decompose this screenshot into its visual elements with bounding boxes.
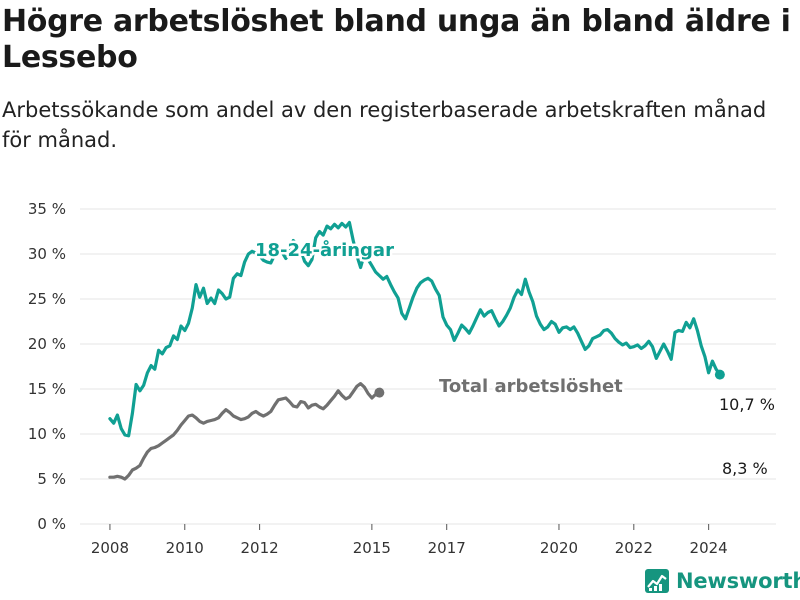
x-axis-ticks: 2008 2010 2012 2015 2017 2020 2022 2024 [91,524,728,557]
x-tick-label: 2015 [353,539,391,557]
gridlines [80,208,776,525]
x-tick-label: 2020 [540,539,578,557]
x-tick-label: 2024 [690,539,728,557]
y-tick-label: 20 % [28,335,66,353]
brand-name: Newsworthy [676,569,800,593]
total-series-label: Total arbetslöshet [439,376,623,397]
y-tick-label: 15 % [28,380,66,398]
series-labels: 18-24-åringar Total arbetslöshet 10,7 % … [253,237,775,479]
y-tick-label: 30 % [28,245,66,263]
series-lines [108,220,725,481]
newsworthy-logo-icon [645,569,669,593]
chart-subtitle: Arbetssökande som andel av den registerb… [2,98,767,152]
youth-end-point [714,369,725,380]
x-tick-label: 2010 [166,539,204,557]
total-series-line [108,382,381,481]
youth-series-line [108,220,722,438]
youth-end-value-label: 8,3 % [722,459,768,478]
x-tick-label: 2017 [428,539,466,557]
total-end-point [374,387,385,398]
brand-logo[interactable]: Newsworthy [644,568,800,594]
x-tick-label: 2022 [615,539,653,557]
y-tick-label: 35 % [28,200,66,218]
x-tick-label: 2008 [91,539,129,557]
y-tick-label: 0 % [37,515,66,533]
y-axis-ticks: 0 % 5 % 10 % 15 % 20 % 25 % 30 % 35 % [28,200,66,533]
x-tick-label: 2012 [241,539,279,557]
total-end-value-label: 10,7 % [719,395,775,414]
y-tick-label: 25 % [28,290,66,308]
youth-series-label: 18-24-åringar [255,239,394,261]
y-tick-label: 10 % [28,425,66,443]
y-tick-label: 5 % [37,470,66,488]
chart-title: Högre arbetslöshet bland unga än bland ä… [2,4,791,75]
